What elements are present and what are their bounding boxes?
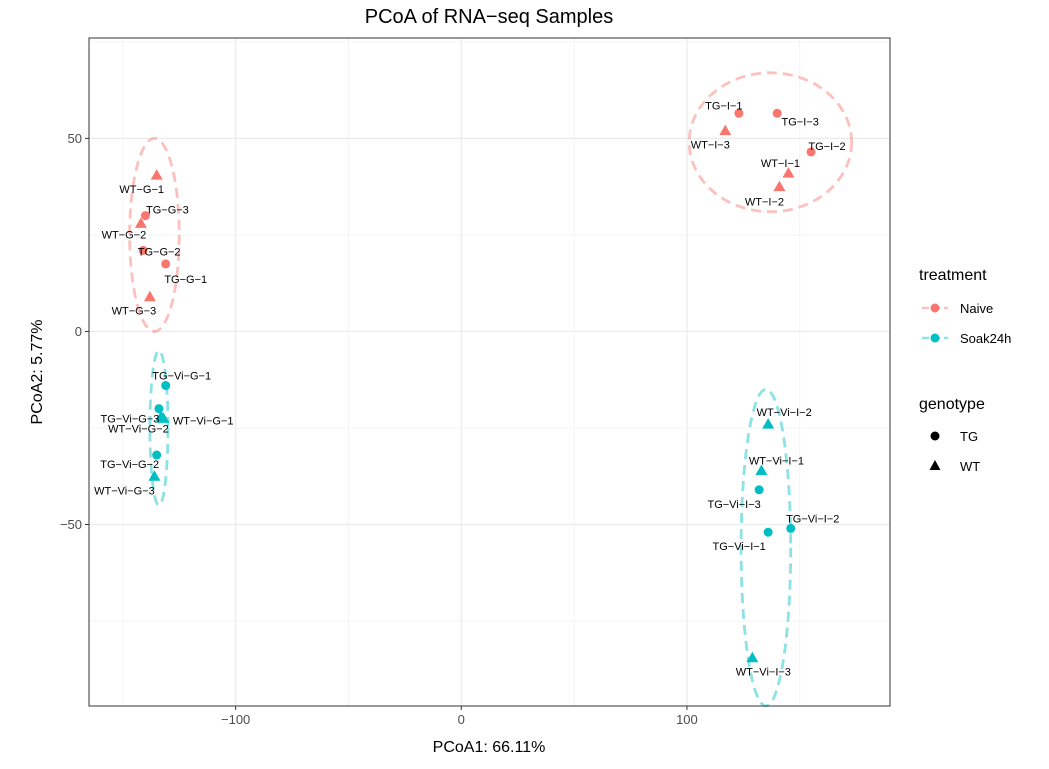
label-tg-g-3: TG−G−3: [146, 205, 189, 217]
point-wt-vi-g-3: [148, 470, 161, 481]
ellipse-soak24h-2: [148, 349, 170, 507]
legend: treatment Naive Soak24h genotype TG WT: [919, 267, 1011, 474]
data-points: [134, 108, 816, 663]
x-tick-label-1: 0: [458, 712, 465, 727]
legend-item-naive: Naive: [922, 301, 993, 316]
label-wt-g-1: WT−G−1: [119, 184, 164, 196]
point-tg-vi-g-3: [154, 404, 164, 414]
legend-key-circle-tg: [930, 431, 940, 441]
point-tg-vi-g-1: [161, 381, 171, 391]
x-axis-title: PCoA1: 66.11%: [433, 739, 546, 756]
legend-label-wt: WT: [960, 459, 980, 474]
legend-label-naive: Naive: [960, 301, 993, 316]
y-tick-label-2: 50: [68, 131, 82, 146]
point-tg-g-1: [161, 259, 171, 269]
grid-lines: [89, 38, 890, 706]
label-wt-i-3: WT−I−3: [691, 140, 730, 152]
label-wt-vi-i-2: WT−Vi−I−2: [757, 407, 812, 419]
point-wt-i-1: [782, 167, 795, 178]
legend-title-genotype: genotype: [919, 396, 985, 413]
chart-title: PCoA of RNA−seq Samples: [365, 6, 613, 28]
point-tg-g-2: [138, 245, 148, 255]
point-tg-g-3: [140, 211, 150, 221]
legend-item-tg: TG: [930, 429, 978, 444]
label-wt-i-1: WT−I−1: [761, 158, 800, 170]
x-axis-ticks: −100 0 100: [221, 706, 698, 727]
plot-background: [89, 38, 890, 706]
legend-title-treatment: treatment: [919, 267, 987, 284]
point-wt-vi-g-2: [157, 412, 170, 423]
label-tg-g-2: TG−G−2: [138, 246, 181, 258]
point-tg-i-1: [734, 108, 744, 118]
ellipse-naive-0: [128, 136, 181, 333]
legend-key-triangle-wt: [929, 460, 941, 470]
point-tg-i-2: [806, 147, 816, 157]
label-wt-g-3: WT−G−3: [112, 306, 157, 318]
legend-key-point-soak24h: [930, 333, 940, 343]
x-tick-label-2: 100: [676, 712, 698, 727]
legend-item-wt: WT: [929, 459, 980, 474]
label-tg-g-1: TG−G−1: [164, 274, 207, 286]
legend-label-tg: TG: [960, 429, 978, 444]
y-axis-ticks: −50 0 50: [60, 131, 89, 532]
point-wt-i-2: [773, 180, 786, 192]
point-wt-vi-i-1: [755, 464, 768, 475]
label-wt-vi-i-1: WT−Vi−I−1: [749, 455, 804, 467]
point-tg-vi-i-1: [763, 527, 773, 537]
label-tg-i-1: TG−I−1: [705, 100, 742, 112]
ellipse-naive-1: [687, 71, 854, 214]
point-wt-g-1: [150, 169, 163, 180]
x-tick-label-0: −100: [221, 712, 250, 727]
label-wt-g-2: WT−G−2: [102, 229, 147, 241]
label-tg-vi-i-2: TG−Vi−I−2: [786, 513, 839, 525]
point-tg-vi-i-2: [786, 523, 796, 533]
point-tg-i-3: [772, 108, 782, 118]
plot-border: [88, 37, 891, 707]
label-tg-vi-g-2: TG−Vi−G−2: [100, 459, 159, 471]
legend-key-point-naive: [930, 303, 940, 313]
point-wt-g-3: [143, 290, 156, 302]
label-tg-vi-i-3: TG−Vi−I−3: [707, 499, 760, 511]
label-wt-vi-g-1: WT−Vi−G−1: [173, 415, 234, 427]
label-tg-i-3: TG−I−3: [782, 116, 819, 128]
point-wt-g-2: [134, 217, 147, 228]
legend-label-soak24h: Soak24h: [960, 331, 1011, 346]
y-tick-label-0: −50: [60, 517, 82, 532]
point-wt-vi-i-2: [762, 418, 775, 429]
point-tg-vi-i-3: [754, 485, 764, 495]
y-tick-label-1: 0: [75, 324, 82, 339]
label-wt-vi-i-3: WT−Vi−I−3: [736, 667, 791, 679]
legend-item-soak24h: Soak24h: [922, 331, 1011, 346]
y-axis-title: PCoA2: 5.77%: [29, 320, 46, 425]
label-wt-i-2: WT−I−2: [745, 197, 784, 209]
label-wt-vi-g-3: WT−Vi−G−3: [94, 485, 155, 497]
label-tg-i-2: TG−I−2: [808, 141, 845, 153]
label-tg-vi-g-1: TG−Vi−G−1: [152, 371, 211, 383]
label-tg-vi-i-1: TG−Vi−I−1: [713, 541, 766, 553]
label-wt-vi-g-2: WT−Vi−G−2: [108, 423, 169, 435]
point-wt-i-3: [719, 124, 732, 136]
point-tg-vi-g-2: [152, 450, 162, 460]
point-wt-vi-i-3: [746, 651, 759, 663]
point-labels: WT−G−1 TG−G−3 WT−G−2 TG−G−2 TG−G−1 WT−G−3 TG−I…: [94, 100, 846, 678]
label-tg-vi-g-3: TG−Vi−G−3: [101, 414, 160, 426]
